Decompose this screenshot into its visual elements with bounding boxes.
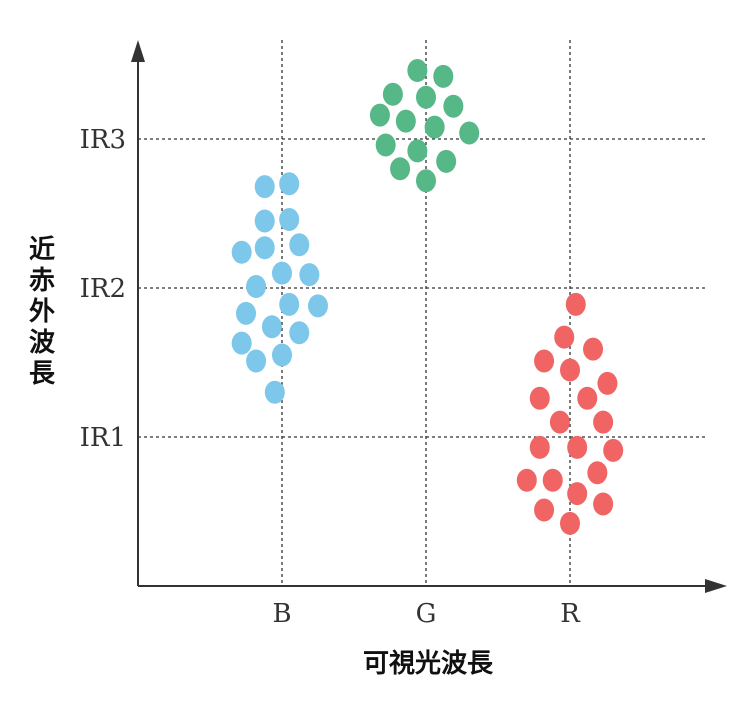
data-point bbox=[289, 233, 310, 257]
x-tick-label: B bbox=[272, 599, 291, 629]
data-point bbox=[549, 410, 570, 434]
data-point bbox=[375, 133, 396, 157]
data-point bbox=[542, 468, 563, 492]
data-point bbox=[390, 157, 411, 181]
data-point bbox=[246, 349, 267, 373]
data-point bbox=[565, 292, 586, 316]
x-tick-label: G bbox=[416, 599, 437, 629]
y-axis-title-group: 近赤外波長 bbox=[29, 235, 56, 389]
data-point bbox=[416, 169, 436, 193]
data-point bbox=[254, 209, 275, 233]
data-point bbox=[436, 149, 457, 173]
data-point bbox=[433, 64, 454, 88]
data-point bbox=[560, 358, 580, 382]
data-point bbox=[534, 498, 555, 522]
data-point bbox=[279, 292, 300, 316]
x-tick-label: R bbox=[560, 599, 581, 629]
data-point bbox=[246, 275, 267, 299]
data-point bbox=[289, 321, 310, 345]
data-point bbox=[593, 492, 614, 516]
grid-layer bbox=[138, 40, 706, 586]
data-point bbox=[407, 58, 428, 82]
data-point bbox=[567, 435, 588, 459]
data-point bbox=[577, 386, 598, 410]
y-tick-label: IR2 bbox=[80, 274, 126, 304]
y-tick-label: IR1 bbox=[80, 423, 126, 453]
data-point bbox=[279, 172, 300, 196]
data-point bbox=[529, 435, 550, 459]
data-point bbox=[254, 236, 275, 260]
data-point bbox=[272, 261, 292, 285]
data-point bbox=[308, 294, 328, 318]
data-point bbox=[459, 121, 480, 145]
data-point bbox=[587, 461, 608, 485]
y-axis-arrow bbox=[131, 40, 145, 62]
data-point bbox=[264, 380, 285, 404]
tick-layer: B G R IR1 IR2 IR3 bbox=[80, 125, 582, 629]
data-point bbox=[407, 139, 428, 163]
axis-layer bbox=[131, 40, 727, 593]
x-axis-title: 可視光波長 bbox=[363, 649, 494, 679]
data-point bbox=[529, 386, 550, 410]
y-axis-title: 近赤外波長 bbox=[29, 235, 56, 389]
data-point bbox=[236, 301, 256, 325]
data-point bbox=[272, 343, 292, 367]
y-tick-label: IR3 bbox=[80, 125, 126, 155]
data-point bbox=[560, 511, 580, 535]
data-point bbox=[261, 315, 282, 339]
data-point bbox=[416, 85, 436, 109]
data-point bbox=[424, 115, 445, 139]
data-point bbox=[395, 109, 416, 133]
data-point bbox=[567, 482, 588, 506]
data-point bbox=[583, 337, 604, 361]
data-point bbox=[534, 349, 555, 373]
data-point bbox=[369, 103, 390, 127]
data-point bbox=[554, 325, 575, 349]
data-point bbox=[254, 175, 275, 199]
data-point bbox=[593, 410, 614, 434]
data-point bbox=[516, 468, 537, 492]
data-point bbox=[382, 82, 403, 106]
data-point bbox=[299, 263, 320, 287]
data-point bbox=[279, 207, 300, 231]
point-layer bbox=[231, 58, 624, 535]
data-point bbox=[597, 371, 618, 395]
data-point bbox=[231, 331, 252, 355]
data-point bbox=[443, 94, 464, 118]
x-axis-arrow bbox=[705, 579, 727, 593]
data-point bbox=[231, 240, 252, 264]
data-point bbox=[603, 438, 624, 462]
